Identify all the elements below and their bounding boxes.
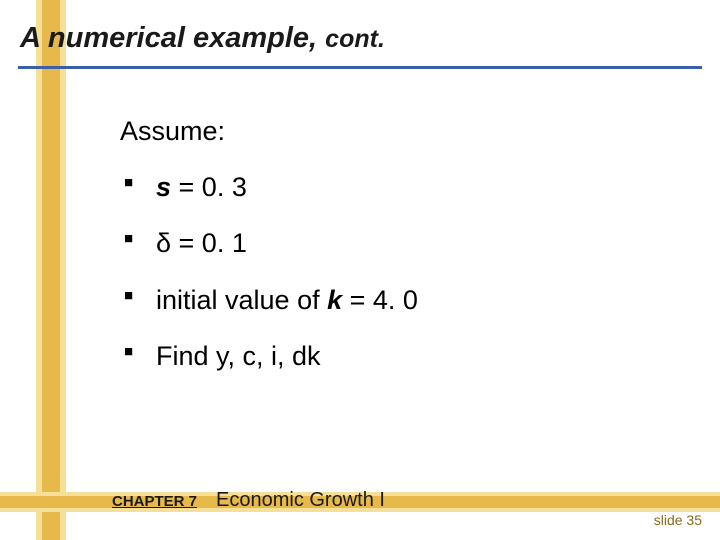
var-delta: δ	[156, 228, 171, 258]
chapter-title: Economic Growth I	[216, 489, 385, 512]
list-item: s = 0. 3	[124, 169, 680, 205]
list-item: δ = 0. 1	[124, 225, 680, 261]
list-item: initial value of k = 4. 0	[124, 282, 680, 318]
slide-container: A numerical example, cont. Assume: s = 0…	[0, 0, 720, 540]
bullet-rest: = 0. 3	[171, 172, 247, 202]
bullet-prefix: initial value of	[156, 285, 327, 315]
bullet-list: s = 0. 3 δ = 0. 1 initial value of k = 4…	[120, 169, 680, 375]
slide-number: slide 35	[654, 512, 702, 528]
bullet-plain: Find y, c, i, dk	[156, 341, 321, 371]
footer: CHAPTER 7 Economic Growth I slide 35	[0, 492, 720, 540]
bullet-rest: = 4. 0	[342, 285, 418, 315]
var-k: k	[327, 285, 342, 315]
left-accent-bar-inner	[42, 0, 60, 540]
chapter-label: CHAPTER 7	[112, 493, 197, 510]
bullet-rest: = 0. 1	[171, 228, 247, 258]
title-cont: cont.	[325, 25, 385, 53]
title-main: A numerical example,	[20, 22, 317, 54]
slide-title: A numerical example, cont.	[20, 22, 385, 55]
content-area: Assume: s = 0. 3 δ = 0. 1 initial value …	[120, 116, 680, 395]
lead-text: Assume:	[120, 116, 680, 147]
title-rule	[18, 66, 702, 69]
list-item: Find y, c, i, dk	[124, 338, 680, 374]
var-s: s	[156, 172, 171, 202]
